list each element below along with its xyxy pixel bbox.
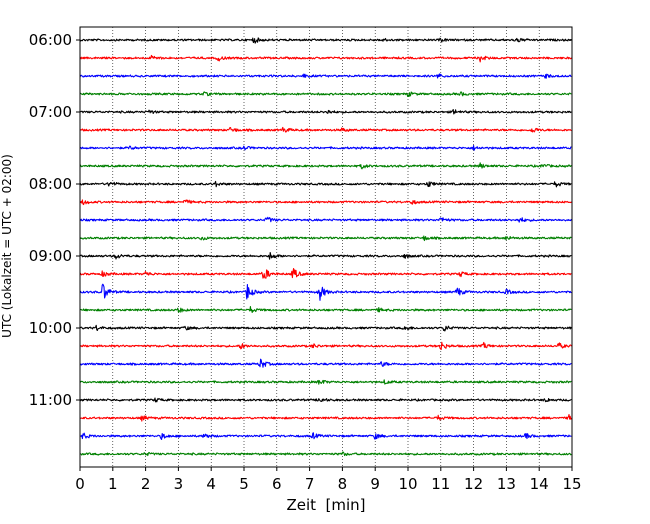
x-tick-label: 13 [497,475,516,493]
y-axis-ticks: 06:00 07:00 08:00 09:00 10:00 11:00 [29,31,80,409]
x-tick-label: 3 [174,475,184,493]
trace-line [79,432,572,441]
trace-line [79,324,572,332]
trace-group [79,37,572,457]
trace-line [79,37,572,44]
y-tick-label: 10:00 [29,319,72,337]
x-tick-label: 6 [272,475,282,493]
trace-line [79,180,572,188]
trace-line [79,379,572,385]
trace-line [79,283,572,301]
x-axis-ticks: 0 1 2 3 4 5 6 7 8 9 10 11 12 13 14 15 [75,467,582,493]
trace-line [79,73,572,79]
x-tick-label: 12 [464,475,483,493]
trace-line [79,199,572,206]
trace-line [79,54,572,63]
y-axis-label: UTC (Lokalzeit = UTC + 02:00) [0,154,14,338]
trace-line [79,397,572,403]
x-tick-label: 11 [431,475,450,493]
trace-line [79,341,572,350]
x-tick-label: 2 [141,475,151,493]
trace-line [79,235,572,242]
trace-line [79,162,572,170]
x-tick-label: 5 [239,475,249,493]
x-tick-label: 10 [398,475,417,493]
x-tick-label: 4 [206,475,216,493]
y-tick-label: 08:00 [29,175,72,193]
vertical-grid [112,27,540,467]
x-tick-label: 15 [562,475,581,493]
x-tick-label: 7 [305,475,315,493]
trace-line [79,267,572,279]
trace-line [79,145,572,151]
x-tick-label: 9 [370,475,380,493]
plot-frame [79,26,573,468]
trace-line [79,108,572,115]
y-tick-label: 06:00 [29,31,72,49]
y-tick-label: 09:00 [29,247,72,265]
x-tick-label: 1 [108,475,118,493]
trace-line [79,413,572,422]
trace-line [79,358,572,368]
trace-line [79,216,572,223]
x-tick-label: 0 [75,475,85,493]
trace-line [79,126,572,133]
trace-line [79,252,572,260]
trace-line [79,91,572,98]
x-tick-label: 8 [338,475,348,493]
x-axis-label: Zeit [min] [286,496,365,514]
y-tick-label: 07:00 [29,103,72,121]
trace-line [79,306,572,314]
x-tick-label: 14 [530,475,549,493]
trace-line [79,451,572,457]
y-tick-label: 11:00 [29,391,72,409]
